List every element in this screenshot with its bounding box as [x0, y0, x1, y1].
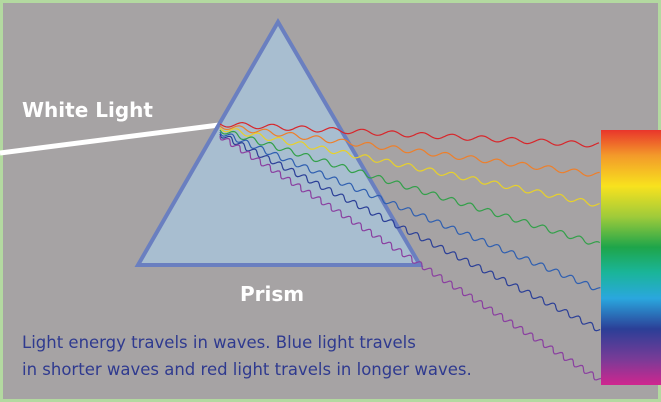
diagram: White Light Prism Light energy travels i… — [0, 0, 661, 402]
page: White Light Prism Light energy travels i… — [0, 0, 661, 402]
caption-line: in shorter waves and red light travels i… — [22, 360, 472, 379]
spectrum — [601, 130, 661, 385]
prism-label: Prism — [240, 282, 304, 306]
white-light-label: White Light — [22, 98, 153, 122]
caption-line: Light energy travels in waves. Blue ligh… — [22, 333, 416, 352]
